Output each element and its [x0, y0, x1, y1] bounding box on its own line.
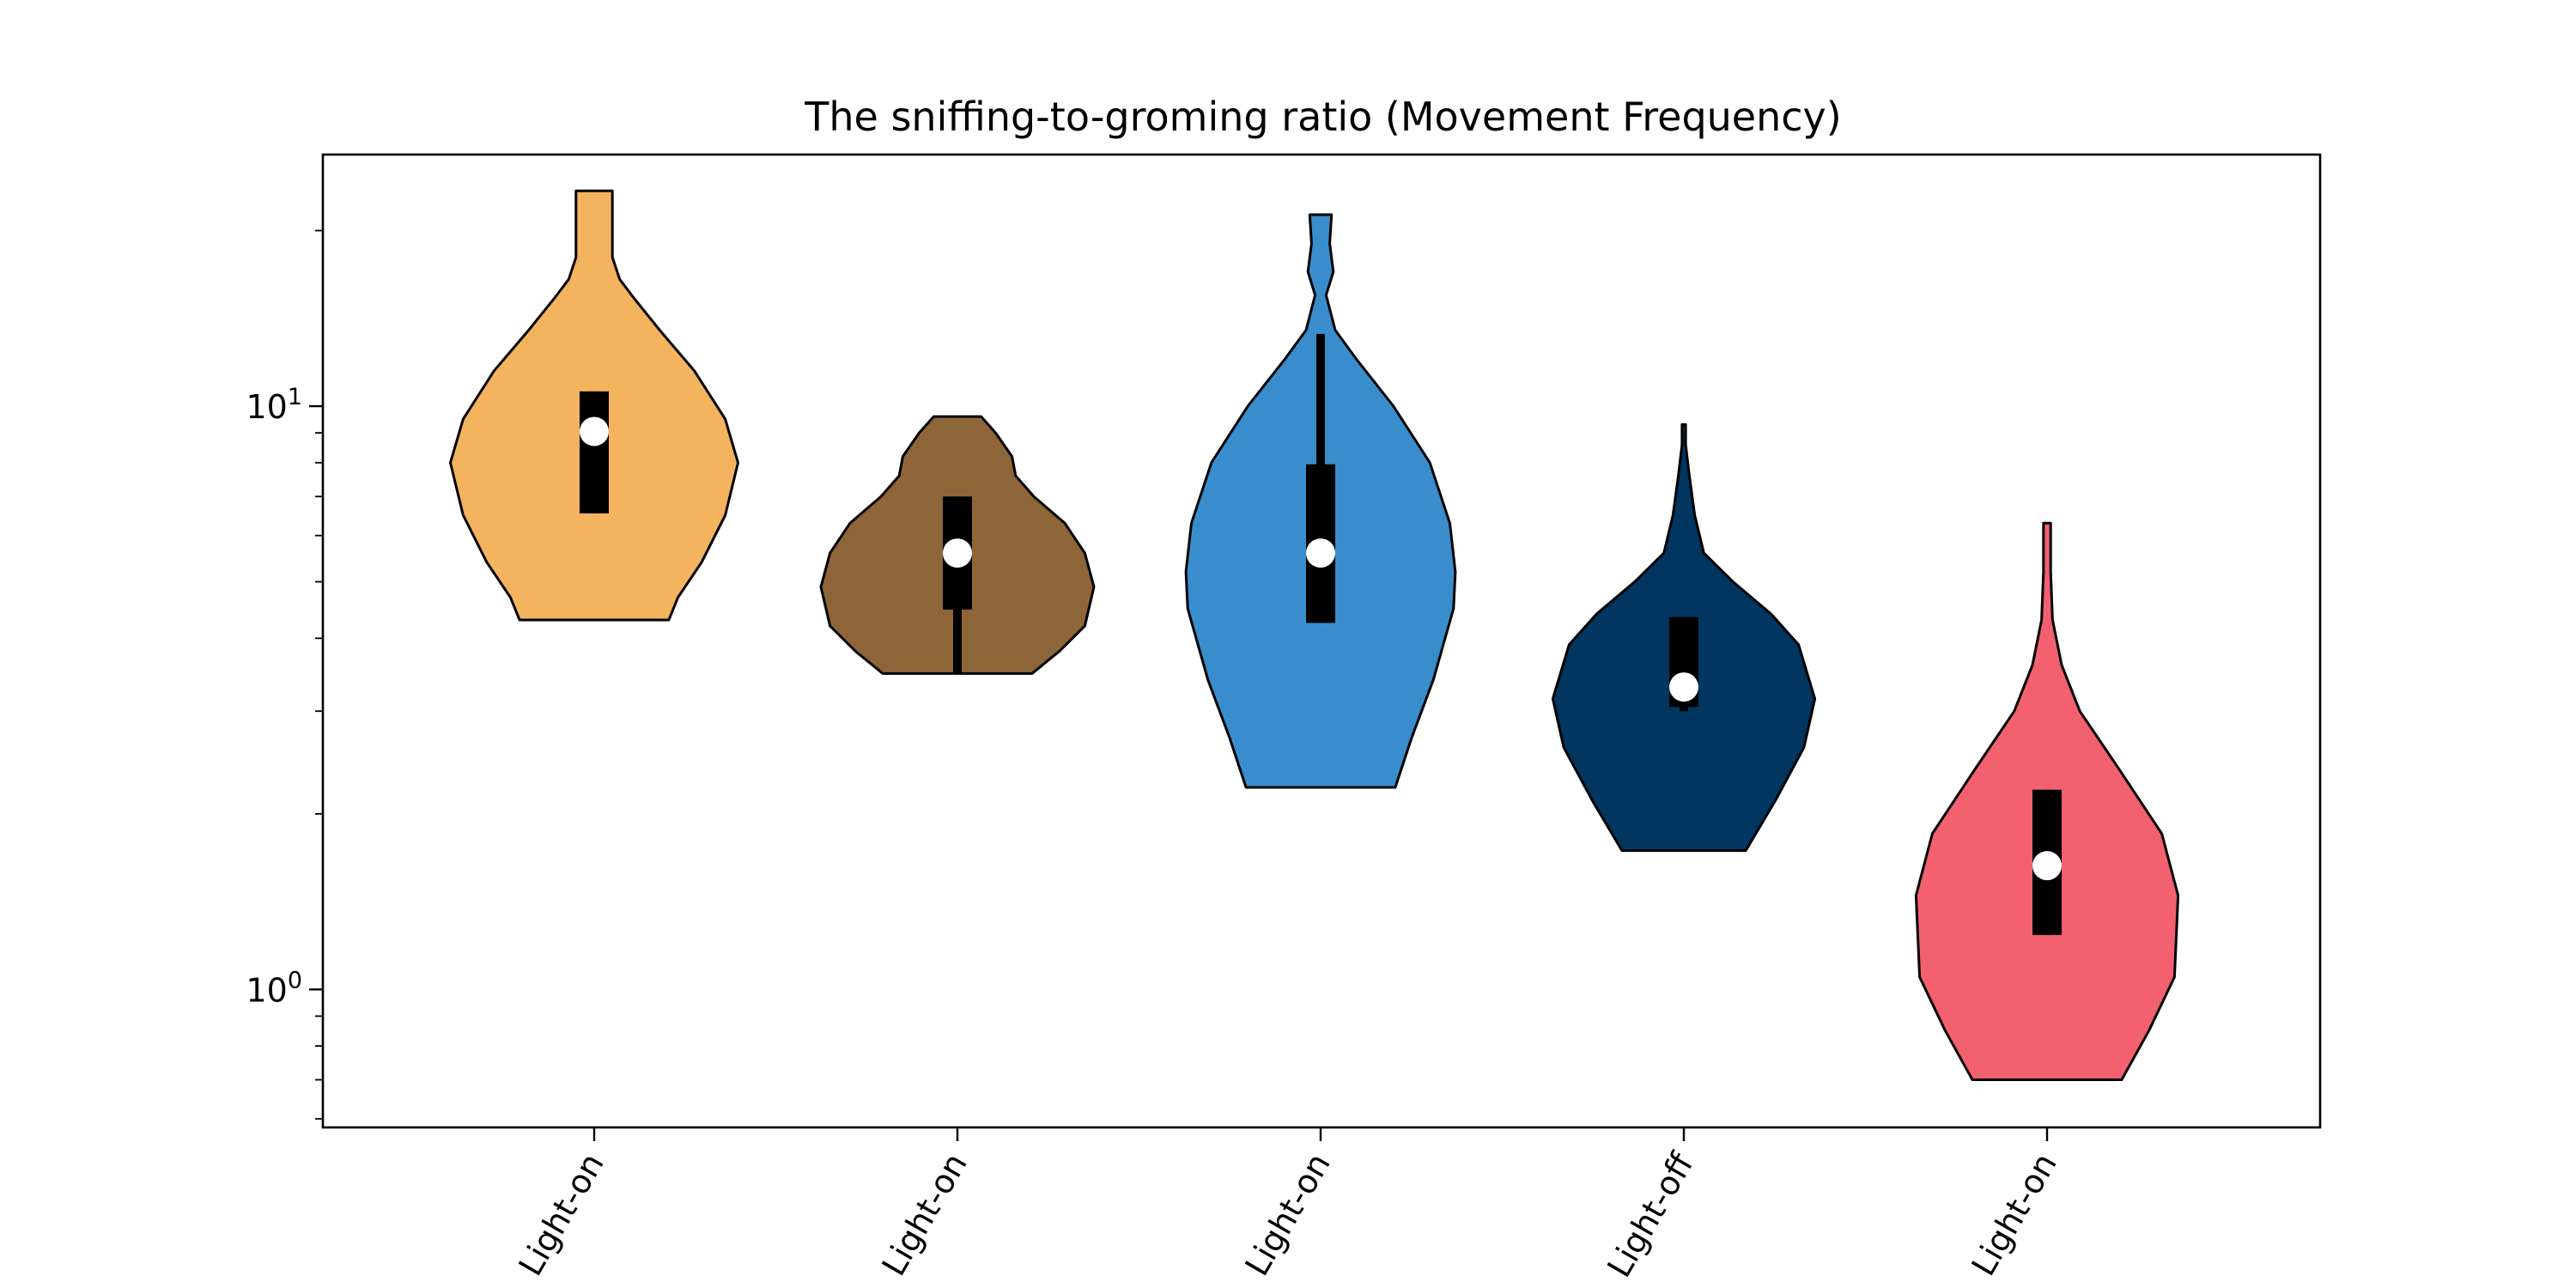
plot-area	[449, 189, 2180, 1081]
median-marker	[2032, 851, 2062, 881]
median-marker	[1669, 672, 1698, 702]
violin-group	[1184, 213, 1457, 789]
violin-group	[449, 189, 739, 622]
x-tick-label: Light-on	[511, 1147, 611, 1283]
x-tick-label: Light-off	[1600, 1146, 1701, 1284]
x-tick-label: Light-on	[874, 1147, 974, 1283]
median-marker	[1306, 538, 1335, 568]
violin-group	[1551, 422, 1817, 853]
y-tick-label: 100	[246, 967, 302, 1009]
iqr-box	[580, 391, 609, 513]
x-tick-label: Light-on	[1237, 1147, 1337, 1283]
violin-group	[819, 415, 1096, 675]
violin-group	[1914, 521, 2180, 1081]
median-marker	[943, 538, 972, 568]
x-tick-label: Light-on	[1964, 1147, 2063, 1283]
chart-title: The sniffing-to-groming ratio (Movement …	[804, 94, 1841, 140]
median-marker	[580, 416, 609, 447]
y-tick-label: 101	[246, 384, 302, 426]
